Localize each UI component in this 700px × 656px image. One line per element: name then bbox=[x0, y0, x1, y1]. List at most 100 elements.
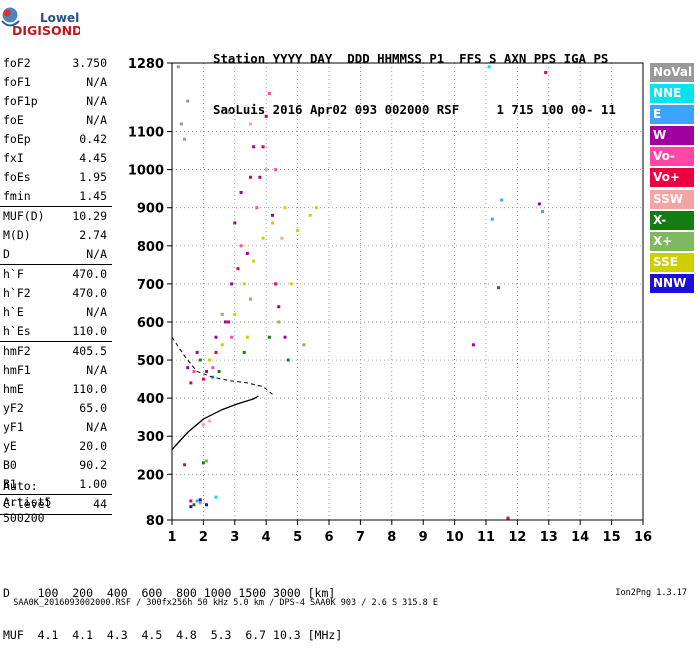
param-row: h`E N/A bbox=[0, 303, 112, 322]
param-value: 90.2 bbox=[79, 458, 107, 472]
param-row: foEp 0.42 bbox=[0, 130, 112, 149]
param-label: M(D) bbox=[3, 228, 31, 242]
param-label: h`Es bbox=[3, 324, 31, 338]
echo-point bbox=[214, 335, 218, 339]
param-row: h`Es 110.0 bbox=[0, 322, 112, 341]
x-tick-label: 9 bbox=[419, 530, 428, 545]
echo-point bbox=[267, 335, 271, 339]
echo-point bbox=[261, 236, 265, 240]
station-header: Station YYYY DAY DDD HHMMSS P1 FFS S AXN… bbox=[213, 16, 616, 135]
profile-curves bbox=[171, 336, 273, 450]
x-axis-ticks: 1 2 3 4 5 6 7 8 9 10 11 12 13 14 15 16 bbox=[167, 520, 652, 545]
param-row: foF1p N/A bbox=[0, 92, 112, 111]
echo-point bbox=[192, 369, 196, 373]
echo-point bbox=[214, 495, 218, 499]
footer-info: SAA0K_2016093002000.RSF / 300fx256h 50 k… bbox=[3, 588, 697, 618]
echo-point bbox=[274, 282, 278, 286]
echo-point bbox=[252, 145, 256, 149]
param-label: fxI bbox=[3, 151, 24, 165]
y-tick-label: 200 bbox=[137, 468, 164, 483]
autoscaling-info: Auto: Artist5 500200 bbox=[3, 478, 51, 526]
echo-point bbox=[314, 206, 318, 210]
echo-point bbox=[500, 198, 504, 202]
echo-point bbox=[264, 114, 268, 118]
legend-item: Vo+ bbox=[650, 168, 694, 188]
echo-point bbox=[249, 175, 252, 179]
param-row: h`F 470.0 bbox=[0, 265, 112, 284]
x-tick-label: 7 bbox=[356, 530, 365, 545]
muf-row: MUF 4.1 4.1 4.3 4.5 4.8 5.3 6.7 10.3 [MH… bbox=[3, 628, 343, 642]
param-value: N/A bbox=[86, 94, 107, 108]
param-row: M(D) 2.74 bbox=[0, 226, 112, 245]
param-row: B1 1.00 bbox=[0, 475, 112, 494]
param-separator bbox=[0, 494, 112, 495]
echo-point bbox=[189, 381, 193, 385]
logo-line1: Lowell bbox=[40, 11, 80, 25]
param-value: 1.95 bbox=[79, 170, 107, 184]
legend-item: NNW bbox=[650, 273, 694, 293]
echo-point bbox=[186, 366, 190, 370]
echo-point bbox=[541, 210, 545, 214]
param-label: yF1 bbox=[3, 420, 24, 434]
param-label: foF1p bbox=[3, 94, 38, 108]
echo-point bbox=[487, 65, 491, 69]
echo-point bbox=[176, 65, 180, 69]
legend-item: Vo- bbox=[650, 147, 694, 167]
echo-point bbox=[252, 259, 256, 263]
virtual-height-trace bbox=[171, 336, 273, 395]
x-tick-label: 3 bbox=[230, 530, 239, 545]
echo-point bbox=[195, 499, 199, 503]
param-row: yF1 N/A bbox=[0, 418, 112, 437]
echo-point bbox=[236, 267, 240, 271]
param-label: D bbox=[3, 247, 10, 261]
echo-point bbox=[255, 206, 259, 210]
echo-point bbox=[242, 350, 246, 354]
legend-item: X- bbox=[650, 210, 694, 230]
echo-point bbox=[249, 122, 252, 126]
y-tick-label: 1000 bbox=[128, 164, 164, 179]
param-value: N/A bbox=[86, 305, 107, 319]
y-axis-ticks: 80 200 300 400 500 600 700 800 900 1000 1100 1280 bbox=[128, 57, 172, 529]
echo-point bbox=[198, 498, 202, 502]
x-tick-label: 10 bbox=[446, 530, 464, 545]
echo-point bbox=[227, 320, 231, 324]
echo-point bbox=[179, 122, 183, 126]
param-value: 65.0 bbox=[79, 401, 107, 415]
echo-point bbox=[302, 343, 306, 347]
param-separator bbox=[0, 206, 112, 207]
echo-point bbox=[220, 343, 224, 347]
param-value: 0.42 bbox=[79, 132, 107, 146]
echo-point bbox=[208, 419, 212, 423]
echo-point bbox=[205, 459, 209, 463]
echo-point bbox=[189, 499, 193, 503]
echo-point bbox=[189, 505, 193, 509]
x-tick-label: 8 bbox=[387, 530, 396, 545]
echo-points bbox=[176, 65, 548, 520]
echo-point bbox=[239, 190, 243, 194]
param-row: yF2 65.0 bbox=[0, 399, 112, 418]
echo-point bbox=[233, 221, 237, 225]
param-value: N/A bbox=[86, 75, 107, 89]
x-tick-label: 12 bbox=[508, 530, 526, 545]
x-tick-label: 11 bbox=[477, 530, 495, 545]
echo-point bbox=[198, 501, 202, 505]
x-tick-label: 4 bbox=[262, 530, 271, 545]
echo-point bbox=[280, 236, 284, 240]
param-value: 1.00 bbox=[79, 477, 107, 491]
echo-point bbox=[308, 213, 312, 217]
param-label: h`F2 bbox=[3, 286, 31, 300]
param-label: foF1 bbox=[3, 75, 31, 89]
param-row: yE 20.0 bbox=[0, 437, 112, 456]
echo-point bbox=[230, 335, 234, 339]
param-value: 2.74 bbox=[79, 228, 107, 242]
param-value: N/A bbox=[86, 363, 107, 377]
echo-point bbox=[506, 516, 510, 520]
x-tick-label: 16 bbox=[634, 530, 652, 545]
echo-point bbox=[198, 358, 202, 362]
echo-point bbox=[270, 221, 274, 225]
plot-grid bbox=[171, 62, 644, 521]
x-tick-label: 5 bbox=[293, 530, 302, 545]
param-row: foF2 3.750 bbox=[0, 54, 112, 73]
y-tick-label: 800 bbox=[137, 240, 164, 255]
echo-point bbox=[183, 463, 187, 467]
